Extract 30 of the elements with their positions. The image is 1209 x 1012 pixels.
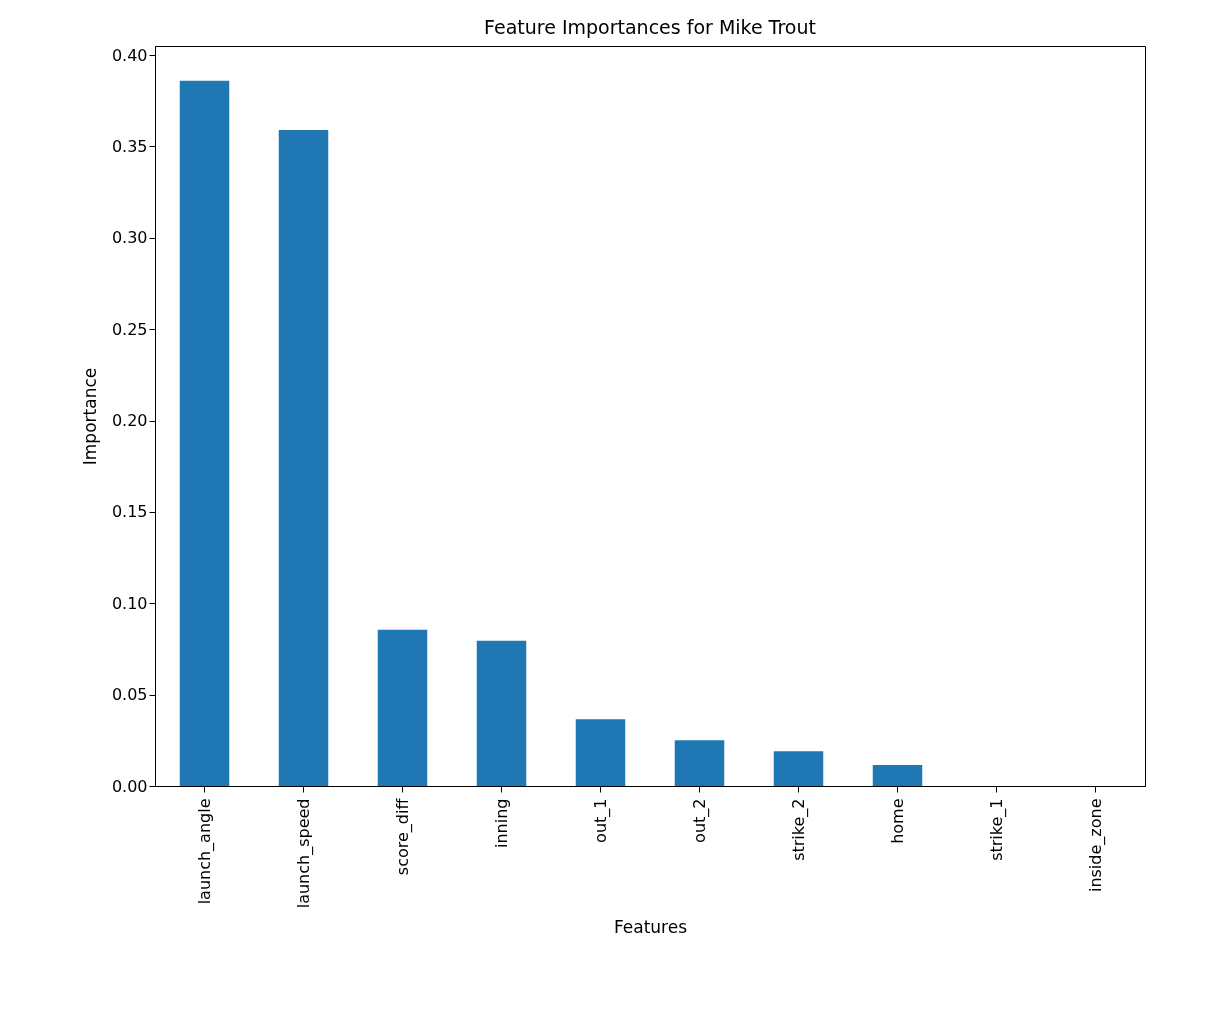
bar xyxy=(674,740,725,786)
x-tick-label: inning xyxy=(491,798,511,848)
chart-title: Feature Importances for Mike Trout xyxy=(484,16,816,38)
y-axis-title: Importance xyxy=(79,367,100,466)
y-tick-label: 0.00 xyxy=(111,776,148,796)
x-tick-label: home xyxy=(887,798,907,844)
x-tick-label: out_2 xyxy=(689,798,710,843)
y-tick-label: 0.20 xyxy=(111,411,148,431)
y-tick-label: 0.40 xyxy=(111,45,148,65)
y-tick-label: 0.10 xyxy=(111,593,148,613)
x-tick-label: launch_speed xyxy=(293,798,314,909)
x-tick-label: out_1 xyxy=(590,798,611,843)
y-tick-label: 0.15 xyxy=(111,502,148,522)
x-tick-label: launch_angle xyxy=(194,798,215,905)
bar xyxy=(278,130,329,786)
x-tick-label: strike_1 xyxy=(986,798,1007,861)
x-tick-label: strike_2 xyxy=(788,798,809,861)
y-tick-label: 0.05 xyxy=(111,685,148,705)
bar xyxy=(179,80,230,786)
bar xyxy=(575,719,626,786)
y-tick-label: 0.30 xyxy=(111,228,148,248)
bar xyxy=(872,764,923,786)
bar xyxy=(377,629,428,786)
x-axis-title: Features xyxy=(613,917,688,938)
y-tick-label: 0.35 xyxy=(111,136,148,156)
y-tick-label: 0.25 xyxy=(111,319,148,339)
bar xyxy=(773,751,824,786)
bar xyxy=(476,640,527,786)
x-tick-label: score_diff xyxy=(392,797,413,876)
x-tick-label: inside_zone xyxy=(1085,798,1106,893)
